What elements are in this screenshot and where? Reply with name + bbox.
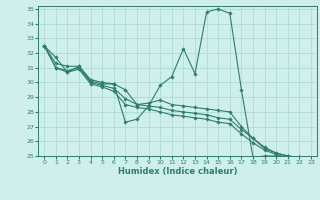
X-axis label: Humidex (Indice chaleur): Humidex (Indice chaleur) xyxy=(118,167,237,176)
